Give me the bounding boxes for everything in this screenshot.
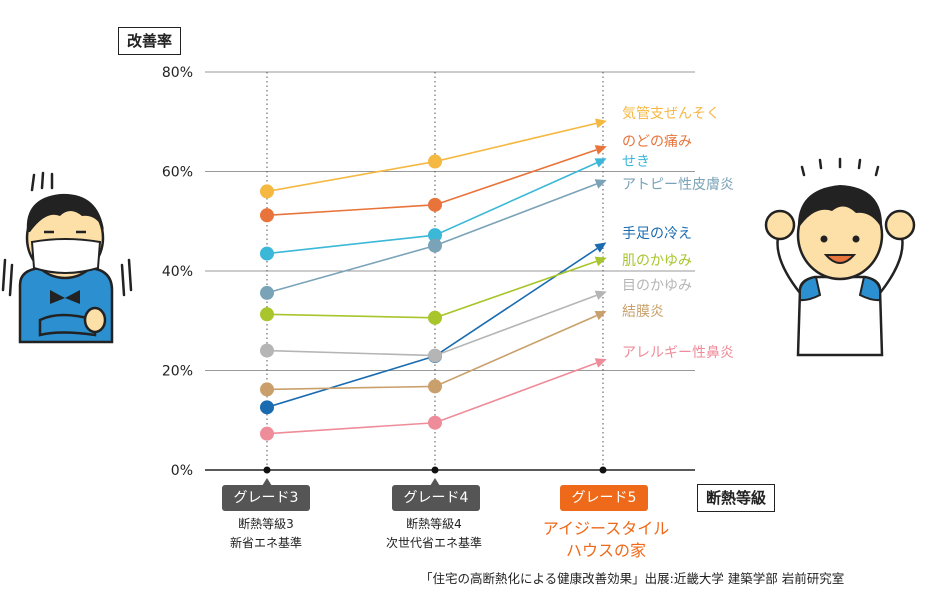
- series-arrowhead: [594, 242, 607, 253]
- data-point: [260, 184, 274, 199]
- y-tick-label: 80%: [162, 65, 193, 81]
- series-label: 気管支ぜんそく: [622, 106, 720, 122]
- grade-3-pill: グレード3: [222, 485, 310, 511]
- series-arrowhead: [594, 290, 607, 301]
- series-line: [266, 294, 597, 357]
- data-point: [260, 382, 274, 397]
- data-point: [428, 379, 442, 394]
- series-label: 肌のかゆみ: [622, 253, 692, 269]
- grade-5-pill: グレード5: [560, 485, 648, 511]
- data-point: [428, 348, 442, 363]
- data-point: [428, 154, 442, 169]
- grade-5-sub1: アイジースタイル: [542, 519, 670, 538]
- grade-pointer: [262, 478, 272, 486]
- series-arrowhead: [594, 145, 607, 155]
- data-point: [260, 246, 274, 261]
- grade-5-sub2: ハウスの家: [565, 541, 646, 560]
- grade-pointer: [430, 478, 440, 486]
- y-tick-label: 0%: [171, 463, 193, 479]
- series-line: [266, 260, 597, 319]
- grade-4-subtitle: 断熱等級4 次世代省エネ基準: [374, 515, 494, 553]
- data-point: [428, 310, 442, 325]
- data-point: [428, 197, 442, 212]
- grade-4-sub1: 断熱等級4: [406, 517, 462, 531]
- data-point: [428, 238, 442, 253]
- grade-5-subtitle: アイジースタイル ハウスの家: [536, 518, 676, 562]
- series-arrowhead: [594, 158, 607, 168]
- x-tick-dot: [599, 466, 607, 474]
- series-label: せき: [622, 154, 650, 170]
- series-label: 手足の冷え: [622, 226, 692, 242]
- series-arrowhead: [594, 179, 607, 189]
- series-arrowhead: [594, 358, 607, 368]
- data-point: [260, 426, 274, 441]
- data-point: [428, 228, 442, 243]
- grade-4-sub2: 次世代省エネ基準: [385, 536, 482, 550]
- cold-person-illustration: [1, 171, 133, 344]
- series-label: 結膜炎: [622, 304, 664, 320]
- data-point: [260, 208, 274, 223]
- series-label: 目のかゆみ: [622, 278, 692, 294]
- grade-3-sub1: 断熱等級3: [238, 517, 294, 531]
- data-point: [260, 400, 274, 415]
- series-label: のどの痛み: [622, 133, 692, 150]
- series-arrowhead: [594, 256, 607, 267]
- y-tick-label: 40%: [162, 264, 193, 280]
- x-tick-dot: [263, 466, 271, 474]
- data-point: [260, 343, 274, 358]
- grade-3-sub2: 新省エネ基準: [229, 536, 302, 550]
- y-axis-title: 改善率: [118, 27, 182, 55]
- y-tick-label: 60%: [162, 165, 193, 181]
- grade-3-subtitle: 断熱等級3 新省エネ基準: [206, 515, 326, 553]
- data-point: [260, 307, 274, 322]
- series-label: アレルギー性鼻炎: [622, 344, 734, 361]
- data-point: [428, 415, 442, 430]
- series-arrowhead: [594, 311, 607, 321]
- series-label: アトピー性皮膚炎: [622, 177, 734, 193]
- y-tick-label: 20%: [162, 364, 193, 380]
- source-note: 「住宅の高断熱化による健康改善効果」出展:近畿大学 建築学部 岩前研究室: [420, 571, 845, 586]
- happy-person-illustration: [764, 157, 916, 357]
- x-axis-title: 断熱等級: [697, 484, 776, 512]
- data-point: [260, 285, 274, 300]
- x-tick-dot: [431, 466, 439, 474]
- grade-4-pill: グレード4: [392, 485, 480, 511]
- series-arrowhead: [595, 118, 607, 129]
